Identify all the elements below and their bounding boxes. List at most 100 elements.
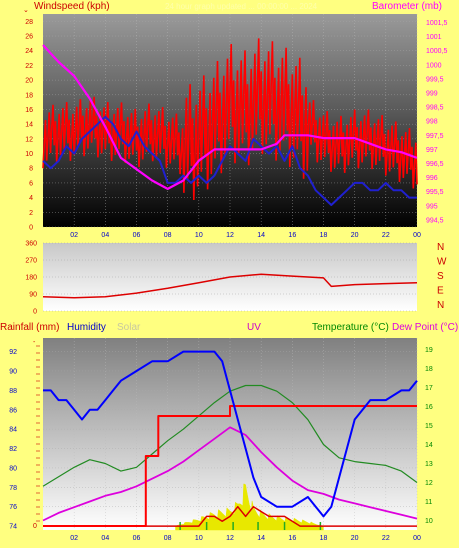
wind-y-tick-label: 8 [29,166,33,173]
humidity-y-tick-label: 78 [9,485,17,492]
wind-y-tick-label: 4 [29,195,33,202]
temp-y-tick-label: 10 [425,518,433,525]
compass-label: S [437,271,444,282]
temp-y-tick-label: 17 [425,385,433,392]
temp-y-tick-label: 11 [425,499,432,506]
wind-y-tick-label: 10 [25,151,33,158]
baro-y-tick-label: 998 [426,119,438,126]
baro-y-tick-label: 995 [426,203,438,210]
x-tick-label: 14 [257,535,265,542]
dir-y-tick-label: 270 [25,258,37,265]
humidity-axis-label: Humidity [67,322,106,333]
wind-direction-series [42,273,418,299]
humidity-y-tick-label: 86 [9,407,17,414]
x-tick-label: 16 [288,232,296,239]
solar-axis-label: Solar [117,322,141,333]
dir-y-tick-label: 90 [29,292,37,299]
x-tick-label: 10 [195,232,203,239]
x-tick-label: 00 [413,535,421,542]
baro-y-tick-label: 1000,5 [426,48,448,55]
dir-y-tick-label: 180 [25,275,37,282]
wind-y-tick-label: 18 [25,92,33,99]
wind-y-tick-label: 0 [29,225,33,232]
baro-y-tick-label: 995,5 [426,189,444,196]
wind-gust-series [42,38,418,201]
x-tick-label: 14 [257,232,265,239]
x-tick-label: 18 [320,535,328,542]
wind-y-tick-label: 12 [25,136,33,143]
x-tick-label: 10 [195,535,203,542]
barometer-axis-label: Barometer (mb) [372,1,442,12]
x-tick-label: 02 [70,232,78,239]
rain-top-mark: - [33,339,36,346]
baro-y-tick-label: 999,5 [426,76,444,83]
humidity-y-tick-label: 90 [9,368,17,375]
baro-y-tick-label: 996,5 [426,161,444,168]
humidity-y-tick-label: 80 [9,465,17,472]
windspeed-axis-label: Windspeed (kph) [34,1,110,12]
wind-y-tick-label: 24 [25,48,33,55]
barometer-series [42,44,418,190]
x-tick-label: 00 [413,232,421,239]
temperature-axis-label: Temperature (°C) [312,322,389,333]
compass-label: N [437,242,444,253]
baro-y-tick-label: 997 [426,147,438,154]
graph-title: 24 hour graph updated ... 00:00:00 ... 2… [165,2,318,11]
x-tick-label: 02 [70,535,78,542]
x-tick-label: 06 [133,232,141,239]
baro-y-tick-label: 1000 [426,62,442,69]
dewpoint-axis-label: Dew Point (°C) [392,322,458,333]
x-tick-label: 20 [351,232,359,239]
wind-y-tick-label: 28 [25,19,33,26]
wind-y-tick-label: 16 [25,107,33,114]
dir-y-tick-label: 360 [25,241,37,248]
baro-y-tick-label: 1001 [426,34,442,41]
temp-y-tick-label: 13 [425,461,433,468]
dir-y-tick-label: 0 [33,309,37,316]
x-tick-label: 06 [133,535,141,542]
humidity-y-tick-label: 88 [9,388,17,395]
temp-y-tick-label: 18 [425,366,433,373]
baro-y-tick-label: 996 [426,175,438,182]
baro-y-tick-label: 994,5 [426,217,444,224]
x-tick-label: 20 [351,535,359,542]
humidity-y-tick-label: 76 [9,504,17,511]
compass-label: N [437,300,444,311]
x-tick-label: 22 [382,535,390,542]
rainfall-series [43,405,417,527]
x-tick-label: 16 [288,535,296,542]
temp-y-tick-label: 15 [425,423,433,430]
x-tick-label: 04 [101,232,109,239]
humidity-y-tick-label: 82 [9,446,17,453]
x-tick-label: 04 [101,535,109,542]
baro-y-tick-label: 998,5 [426,105,444,112]
wind-arrow-glyph: ⌄ [23,7,29,14]
baro-y-tick-label: 1001,5 [426,20,448,27]
temp-y-tick-label: 14 [425,442,433,449]
uv-axis-label: UV [247,322,261,333]
wind-y-tick-label: 26 [25,34,33,41]
dewpoint-series [42,426,418,522]
humidity-series [43,350,418,518]
x-tick-label: 08 [164,232,172,239]
wind-y-tick-label: 20 [25,78,33,85]
rain-y-tick-label: 0 [33,523,37,530]
wind-y-tick-label: 14 [25,122,33,129]
compass-label: E [437,286,444,297]
wind-y-tick-label: 6 [29,180,33,187]
temp-y-tick-label: 19 [425,347,433,354]
uv-series [43,505,417,527]
temp-y-tick-label: 12 [425,480,433,487]
wind-y-tick-label: 22 [25,63,33,70]
x-tick-label: 22 [382,232,390,239]
x-tick-label: 12 [226,535,234,542]
wind-speed-series [42,115,417,206]
humidity-y-tick-label: 74 [9,524,17,531]
humidity-y-tick-label: 84 [9,427,17,434]
temp-y-tick-label: 16 [425,404,433,411]
x-tick-label: 08 [164,535,172,542]
compass-label: W [437,257,447,268]
baro-y-tick-label: 999 [426,90,438,97]
rainfall-axis-label: Rainfall (mm) [0,322,59,333]
